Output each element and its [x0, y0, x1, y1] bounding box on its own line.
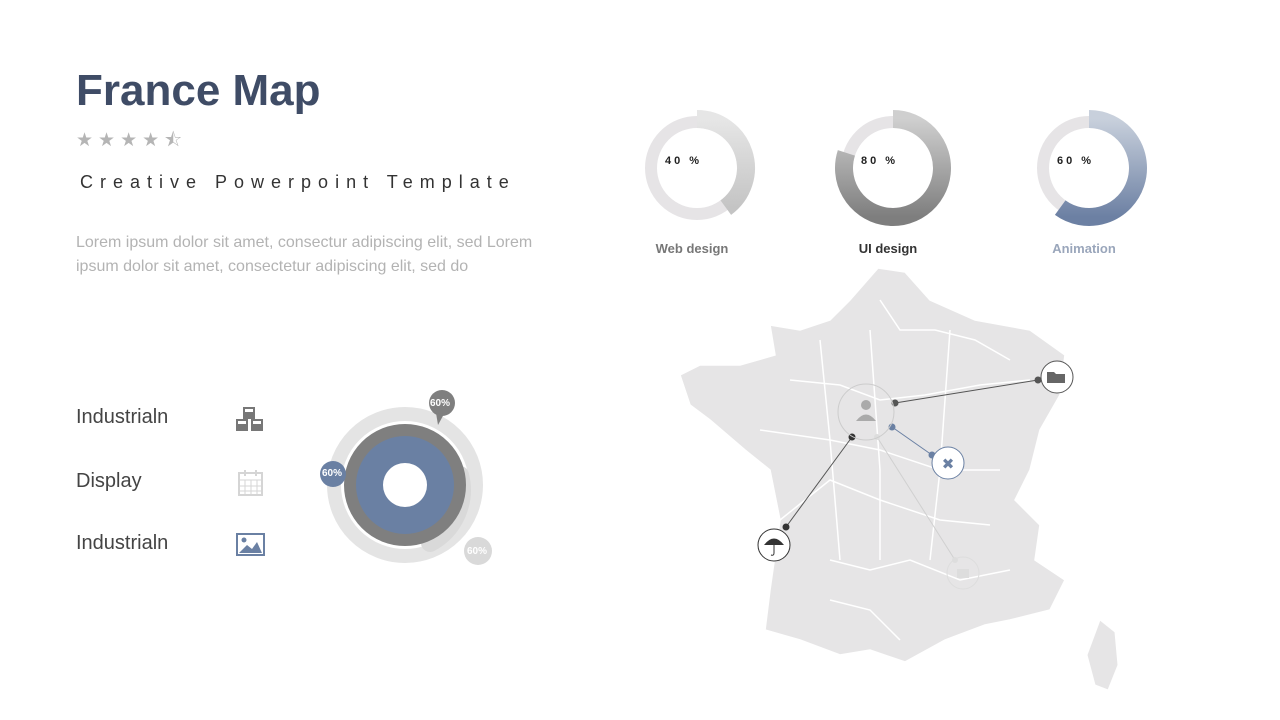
- legend-label-1: Industrialn: [76, 406, 169, 428]
- page-title: France Map: [76, 66, 321, 115]
- briefcase-icon[interactable]: [946, 556, 980, 590]
- svg-text:✖: ✖: [942, 456, 955, 473]
- subtitle: Creative Powerpoint Template: [80, 172, 516, 192]
- cubes-icon: [236, 407, 263, 431]
- donut-label-ui: UI design: [858, 241, 918, 256]
- user-icon[interactable]: [837, 383, 895, 441]
- donut-label-web: Web design: [655, 241, 729, 256]
- ring-badge-1: [429, 390, 455, 416]
- donut-value-web: 40 %: [665, 155, 703, 167]
- image-icon: [236, 533, 265, 556]
- donut-arc-ui-design: [835, 110, 951, 226]
- calendar-icon: [238, 470, 263, 496]
- legend-label-3: Industrialn: [76, 532, 169, 554]
- star-rating: ★★★★⯪: [76, 130, 188, 151]
- donut-label-animation: Animation: [1052, 241, 1116, 256]
- ring-middle: [344, 424, 466, 546]
- ring-inner: [356, 436, 454, 534]
- ring-value-3: 60%: [467, 546, 488, 557]
- ring-chart: [320, 390, 492, 565]
- donut-value-animation: 60 %: [1057, 155, 1095, 167]
- corsica-shape: [1086, 619, 1119, 691]
- joomla-icon[interactable]: ✖: [931, 446, 965, 480]
- donut-arc-animation: [1054, 110, 1147, 226]
- ring-value-1: 60%: [430, 398, 451, 409]
- legend-label-2: Display: [76, 470, 142, 492]
- france-shape: [679, 267, 1066, 663]
- donut-charts: [645, 110, 1147, 226]
- body-text: Lorem ipsum dolor sit amet, consectur ad…: [76, 234, 533, 275]
- folder-icon[interactable]: [1040, 360, 1074, 394]
- ring-badge-3: [464, 537, 492, 565]
- donut-arc-web-design: [696, 110, 755, 215]
- ring-badge-2: [320, 461, 346, 487]
- donut-value-ui: 80 %: [861, 155, 899, 167]
- umbrella-icon[interactable]: [757, 528, 791, 562]
- ring-value-2: 60%: [322, 468, 343, 479]
